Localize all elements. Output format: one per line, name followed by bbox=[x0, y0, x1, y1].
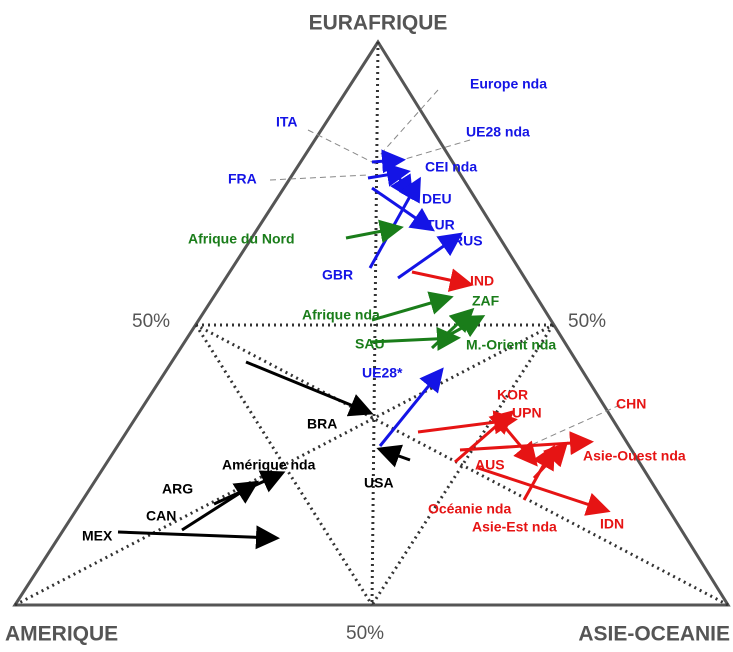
region-label: Afrique nda bbox=[302, 307, 380, 323]
region-label: Océanie nda bbox=[428, 501, 511, 517]
region-label: Afrique du Nord bbox=[188, 231, 295, 247]
region-label: Asie-Ouest nda bbox=[583, 448, 686, 464]
arrows bbox=[117, 149, 611, 550]
region-label: M.-Orient nda bbox=[466, 337, 556, 353]
region-label: TUR bbox=[426, 217, 455, 233]
region-label: ITA bbox=[276, 114, 298, 130]
region-label: Amérique nda bbox=[222, 457, 316, 473]
region-label: AUS bbox=[475, 457, 505, 473]
percent-label: 50% bbox=[568, 311, 606, 332]
region-label: ARG bbox=[162, 481, 193, 497]
region-label: RUS bbox=[453, 233, 483, 249]
region-label: GBR bbox=[322, 267, 353, 283]
region-label: BRA bbox=[307, 416, 337, 432]
corner-label: EURAFRIQUE bbox=[309, 12, 448, 35]
region-label: IND bbox=[470, 273, 494, 289]
region-label: MEX bbox=[82, 528, 113, 544]
frame bbox=[12, 39, 731, 607]
region-label: CAN bbox=[146, 508, 176, 524]
percent-label: 50% bbox=[132, 311, 170, 332]
region-labels: Europe nda ITA UE28 nda FRA CEI nda DEU TUR Afr… bbox=[82, 76, 686, 544]
region-label: IDN bbox=[600, 516, 624, 532]
region-label: Asie-Est nda bbox=[472, 519, 557, 535]
region-label: USA bbox=[364, 475, 394, 491]
region-label: DEU bbox=[422, 191, 452, 207]
region-label: ZAF bbox=[472, 293, 500, 309]
region-label: Europe nda bbox=[470, 76, 547, 92]
region-label: UE28* bbox=[362, 365, 403, 381]
corner-label: AMERIQUE bbox=[5, 623, 118, 646]
percent-label: 50% bbox=[346, 623, 384, 644]
region-label: UPN bbox=[512, 405, 542, 421]
region-label: CEI nda bbox=[425, 159, 477, 175]
region-label: KOR bbox=[497, 387, 528, 403]
region-label: FRA bbox=[228, 171, 257, 187]
region-label: UE28 nda bbox=[466, 124, 530, 140]
corner-label: ASIE-OCEANIE bbox=[578, 623, 730, 646]
region-label: SAU bbox=[355, 336, 385, 352]
region-label: CHN bbox=[616, 396, 646, 412]
